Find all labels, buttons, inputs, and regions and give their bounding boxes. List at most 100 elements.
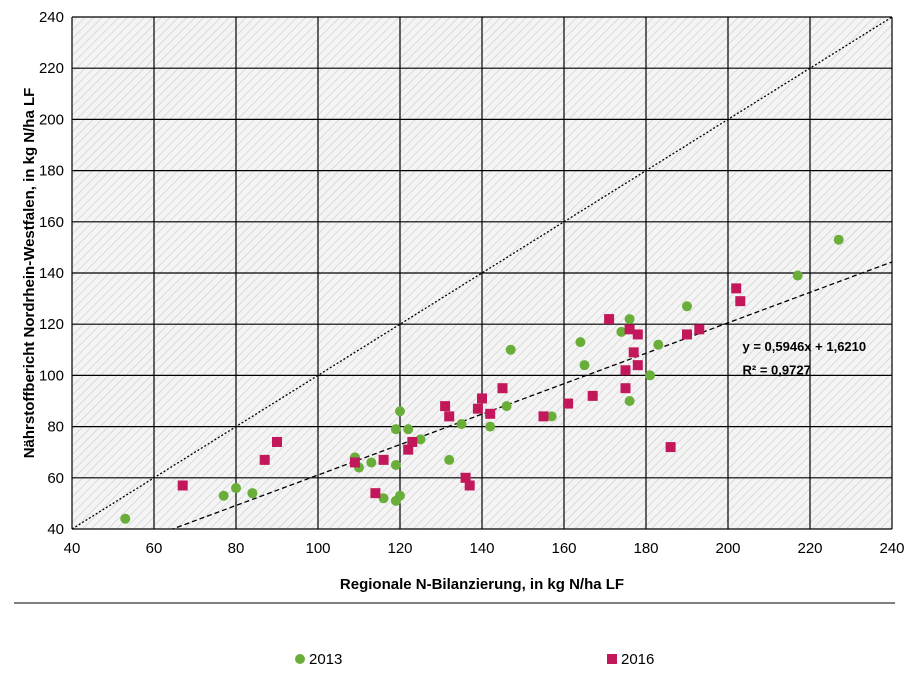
- point-2016-7: [407, 436, 418, 447]
- point-2016-27: [682, 329, 692, 340]
- point-2013-21: [575, 337, 586, 348]
- legend-marker-square: [607, 654, 617, 664]
- y-tick-label: 200: [39, 111, 64, 128]
- point-2013-3: [247, 488, 258, 499]
- y-tick-label: 40: [47, 521, 64, 538]
- regression-annotation-0: y = 0,5946x + 1,6210: [743, 339, 867, 354]
- point-2016-8: [440, 401, 451, 412]
- legend-item-2013: 2013: [295, 651, 342, 668]
- point-2016-21: [620, 383, 631, 394]
- x-tick-label: 180: [633, 540, 658, 557]
- point-2013-15: [444, 454, 455, 465]
- point-2013-30: [833, 234, 844, 245]
- identity-line: [72, 17, 892, 529]
- annotations: y = 0,5946x + 1,6210 R² = 0,9727: [743, 339, 867, 377]
- legend-label: 2013: [309, 651, 342, 668]
- x-tick-label: 60: [146, 540, 163, 557]
- point-2016-14: [485, 408, 496, 419]
- y-tick-label: 100: [39, 367, 64, 384]
- y-tick-label: 180: [39, 163, 64, 180]
- legend-item-2016: 2016: [607, 651, 654, 668]
- point-2016-13: [477, 393, 487, 404]
- y-tick-label: 220: [39, 60, 64, 77]
- point-2016-20: [620, 365, 631, 376]
- point-2013-22: [579, 360, 590, 371]
- point-2013-0: [120, 513, 131, 524]
- point-2016-0: [177, 480, 188, 491]
- point-2016-1: [259, 454, 270, 465]
- point-2016-9: [444, 411, 455, 422]
- point-2013-10: [390, 460, 401, 470]
- point-2016-15: [497, 383, 508, 394]
- point-2016-24: [632, 329, 643, 340]
- point-2013-25: [624, 396, 635, 406]
- point-2013-14: [415, 434, 426, 445]
- point-2013-6: [366, 457, 377, 468]
- x-tick-label: 240: [879, 540, 904, 557]
- point-2013-9: [390, 424, 401, 435]
- point-2013-12: [395, 406, 405, 417]
- x-tick-labels: 40 60 80 100 120 140 160 180 200 220 240: [64, 540, 905, 557]
- point-2013-13: [403, 424, 414, 435]
- point-2013-20: [546, 411, 557, 422]
- point-2013-28: [682, 301, 692, 312]
- y-tick-label: 60: [47, 470, 64, 487]
- point-2013-1: [218, 490, 229, 501]
- point-2016-3: [349, 457, 360, 468]
- point-2016-23: [628, 347, 639, 358]
- point-2013-29: [792, 270, 803, 281]
- data-points: [120, 234, 844, 524]
- point-2016-18: [587, 390, 598, 401]
- reference-lines: [72, 17, 892, 529]
- point-2013-23: [616, 326, 627, 337]
- point-2013-26: [645, 370, 656, 381]
- point-2016-30: [735, 296, 746, 307]
- y-tick-label: 240: [39, 9, 64, 26]
- y-tick-labels: 40 60 80 100 120 140 160 180 200 220 240: [39, 9, 64, 538]
- point-2016-12: [472, 403, 483, 414]
- y-axis-title: Nährstoffbericht Nordrhein-Westfalen, in…: [21, 88, 38, 459]
- x-tick-label: 220: [797, 540, 822, 557]
- point-2013-17: [485, 421, 496, 432]
- point-2016-19: [604, 314, 615, 325]
- x-tick-label: 120: [387, 540, 412, 557]
- point-2016-11: [464, 480, 475, 491]
- legend-marker-circle: [295, 654, 305, 664]
- point-2016-25: [632, 360, 643, 371]
- point-2016-10: [460, 472, 471, 483]
- point-2016-26: [665, 442, 676, 453]
- point-2013-16: [456, 419, 467, 430]
- x-tick-label: 140: [469, 540, 494, 557]
- point-2013-7: [378, 493, 389, 504]
- x-tick-label: 80: [228, 540, 245, 557]
- x-tick-label: 200: [715, 540, 740, 557]
- point-2016-22: [624, 324, 635, 335]
- regression-line: [170, 261, 892, 529]
- point-2013-27: [653, 339, 664, 350]
- point-2016-4: [370, 488, 381, 499]
- legend: 2013 2016: [295, 651, 654, 668]
- point-2016-28: [694, 324, 705, 335]
- point-2013-2: [231, 483, 241, 494]
- y-tick-label: 140: [39, 265, 64, 282]
- grid-lines: [71, 16, 893, 530]
- y-tick-label: 120: [39, 316, 64, 333]
- point-2016-16: [538, 411, 549, 422]
- point-2013-19: [505, 344, 516, 355]
- x-axis-title: Regionale N-Bilanzierung, in kg N/ha LF: [340, 576, 624, 593]
- x-tick-label: 40: [64, 540, 81, 557]
- point-2016-6: [403, 444, 414, 455]
- regression-annotation-1: R² = 0,9727: [743, 362, 811, 377]
- y-tick-label: 80: [47, 419, 64, 436]
- point-2016-2: [272, 436, 282, 447]
- x-tick-label: 100: [305, 540, 330, 557]
- point-2013-24: [624, 314, 635, 325]
- legend-label: 2016: [621, 651, 654, 668]
- point-2016-29: [731, 283, 742, 294]
- point-2013-11: [395, 490, 405, 501]
- point-2016-17: [563, 398, 574, 409]
- point-2013-18: [501, 401, 512, 412]
- x-tick-label: 160: [551, 540, 576, 557]
